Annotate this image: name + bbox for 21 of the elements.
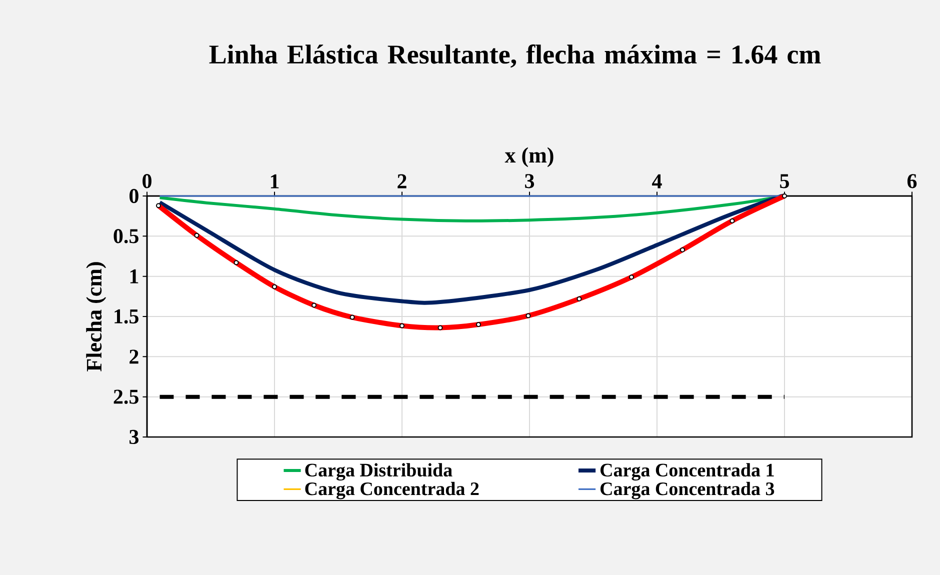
x-axis-title: x (m) [504,147,554,168]
y-axis-title: Flecha (cm) [86,262,106,372]
x-tick-label: 3 [525,174,534,188]
legend-label: Carga Distribuida [305,463,452,481]
x-tick-label: 5 [780,174,789,188]
x-tick-label: 0 [142,174,152,188]
y-tick-label: 0 [130,188,138,204]
x-tick-label: 2 [398,174,406,188]
y-tick-label: 2 [130,350,138,364]
y-tick-label: 3 [129,430,138,444]
x-tick-label: 4 [652,174,662,188]
x-tick-label: 6 [907,174,917,188]
x-tick-label: 1 [270,174,279,188]
chart-title: Linha Elástica Resultante, flecha máxima = 1.64 cm [209,44,821,68]
y-tick-label: 2.5 [114,390,138,404]
legend-label: Carga Concentrada 2 [305,482,479,500]
y-tick-label: 1 [130,269,138,284]
legend-label: Carga Concentrada 3 [600,482,774,500]
y-tick-label: 1.5 [114,309,138,324]
y-tick-label: 0.5 [114,229,138,244]
legend-label: Carga Concentrada 1 [600,463,774,481]
